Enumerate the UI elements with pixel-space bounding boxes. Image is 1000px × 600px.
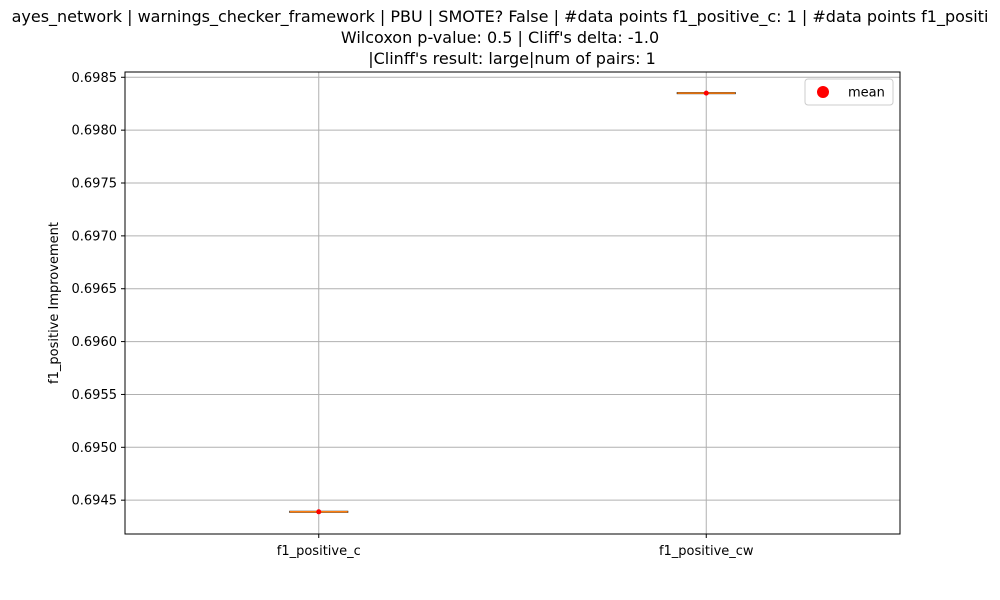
x-tick-label: f1_positive_cw	[659, 544, 754, 559]
y-tick-label: 0.6980	[72, 124, 118, 139]
y-tick-label: 0.6950	[72, 441, 118, 456]
x-tick-label: f1_positive_c	[277, 544, 361, 559]
legend-mean-label: mean	[848, 86, 885, 101]
legend: mean	[804, 78, 894, 106]
y-tick-label: 0.6945	[72, 494, 118, 509]
mean-marker	[703, 90, 709, 96]
y-tick-label: 0.6960	[72, 335, 118, 350]
legend-mean-marker	[817, 86, 829, 98]
chart-title: ayes_network | warnings_checker_framewor…	[12, 7, 989, 68]
y-axis-ticks: 0.6945 0.6950 0.6955 0.6960 0.6965 0.6970 0.69…	[72, 71, 125, 509]
y-tick-label: 0.6970	[72, 229, 118, 244]
legend-box	[804, 78, 894, 106]
x-axis-ticks: f1_positive_c f1_positive_cw	[277, 534, 754, 559]
mean-marker	[316, 509, 322, 515]
y-tick-label: 0.6955	[72, 388, 118, 403]
y-tick-label: 0.6965	[72, 282, 118, 297]
chart-title-line-3: |Clinff's result: large|num of pairs: 1	[368, 49, 656, 68]
chart-title-line-2: Wilcoxon p-value: 0.5 | Cliff's delta: -…	[341, 28, 659, 47]
box-layer	[289, 90, 736, 515]
chart-title-line-1: ayes_network | warnings_checker_framewor…	[12, 7, 989, 27]
plot-area-frame	[124, 71, 901, 535]
grid-lines	[125, 72, 900, 534]
y-tick-label: 0.6985	[72, 71, 118, 86]
y-tick-label: 0.6975	[72, 177, 118, 192]
y-axis-label: f1_positive Improvement	[47, 222, 62, 384]
